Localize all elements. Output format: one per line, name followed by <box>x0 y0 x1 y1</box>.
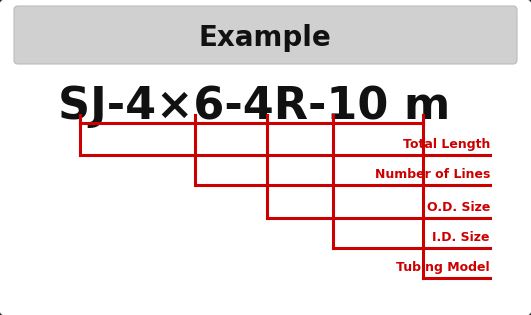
Text: I.D. Size: I.D. Size <box>433 231 490 244</box>
Text: Tubing Model: Tubing Model <box>396 261 490 274</box>
Text: O.D. Size: O.D. Size <box>426 201 490 214</box>
Text: Number of Lines: Number of Lines <box>375 168 490 181</box>
FancyBboxPatch shape <box>14 6 517 64</box>
Text: Example: Example <box>199 24 331 52</box>
Text: Total Length: Total Length <box>402 138 490 151</box>
Text: SJ-4×6-4R-10 m: SJ-4×6-4R-10 m <box>58 85 450 129</box>
